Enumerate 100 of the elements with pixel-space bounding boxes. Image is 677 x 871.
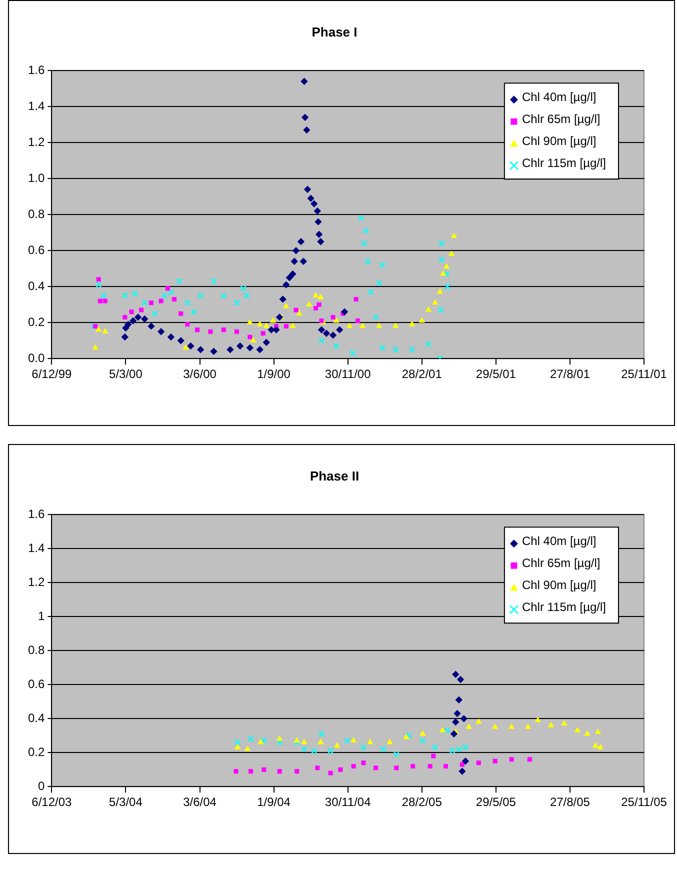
point <box>130 317 137 324</box>
chart-title: Phase I <box>312 24 358 40</box>
point <box>574 726 580 732</box>
point <box>534 716 541 722</box>
point <box>492 758 498 764</box>
point <box>460 715 468 722</box>
point <box>262 338 270 346</box>
point <box>282 281 290 288</box>
x-tick-label: 30/11/04 <box>324 795 372 810</box>
point <box>420 738 426 744</box>
point <box>301 114 309 121</box>
point <box>318 738 324 744</box>
point <box>182 344 189 350</box>
point <box>362 228 370 234</box>
point <box>141 315 148 323</box>
point <box>289 270 296 278</box>
point <box>294 739 300 746</box>
point <box>316 302 322 307</box>
point <box>322 330 330 337</box>
point <box>168 288 174 296</box>
point <box>301 738 308 744</box>
point <box>304 186 312 193</box>
point <box>456 746 462 752</box>
point <box>260 738 268 744</box>
point <box>561 720 568 726</box>
point <box>313 306 318 310</box>
y-tick-label: 1.4 <box>28 540 45 555</box>
point <box>344 738 350 744</box>
y-tick-label: 0.2 <box>28 314 45 329</box>
x-tick-label: 29/5/05 <box>476 795 516 810</box>
point <box>244 292 250 299</box>
point <box>158 298 164 304</box>
point <box>338 767 343 772</box>
point <box>157 328 165 336</box>
y-tick-label: 1 <box>38 608 45 623</box>
point <box>129 310 134 314</box>
point <box>95 326 102 332</box>
point <box>438 240 445 247</box>
point <box>584 730 590 736</box>
point <box>428 764 432 768</box>
point <box>418 317 425 323</box>
point <box>386 738 393 744</box>
point <box>452 718 460 726</box>
point <box>592 742 599 748</box>
point <box>318 730 325 738</box>
point <box>196 346 204 354</box>
point <box>244 746 251 751</box>
point <box>276 739 283 746</box>
point <box>476 718 482 724</box>
point <box>333 317 340 323</box>
point <box>134 314 142 321</box>
point <box>393 751 400 758</box>
point <box>329 332 337 339</box>
point <box>408 320 416 326</box>
point <box>449 748 456 754</box>
legend-label: Chlr 115m [µg/l] <box>522 156 606 170</box>
point <box>310 748 318 754</box>
point <box>425 341 432 348</box>
point <box>360 322 366 328</box>
point <box>315 230 323 238</box>
point <box>139 308 144 312</box>
point <box>361 760 366 766</box>
point <box>246 319 254 324</box>
point <box>307 194 314 202</box>
point <box>151 310 158 317</box>
legend-label: Chlr 65m [µg/l] <box>522 112 600 126</box>
point <box>184 300 191 306</box>
point <box>260 331 266 336</box>
y-tick-label: 0.6 <box>28 676 45 691</box>
y-tick-label: 1.2 <box>28 134 45 149</box>
point <box>380 746 386 752</box>
point <box>283 302 290 308</box>
x-tick-label: 27/8/05 <box>550 795 590 810</box>
legend-label: Chlr 65m [µg/l] <box>522 556 600 570</box>
point <box>366 738 374 744</box>
point <box>462 744 469 751</box>
y-tick-label: 0.0 <box>28 350 45 365</box>
point <box>276 314 284 321</box>
point <box>460 762 464 767</box>
point <box>226 346 234 354</box>
point <box>410 764 416 768</box>
point <box>96 277 101 282</box>
point <box>300 78 308 85</box>
point <box>466 724 472 729</box>
y-tick-label: 0.8 <box>28 206 45 221</box>
point <box>284 324 288 328</box>
point <box>406 732 412 739</box>
point <box>443 263 450 269</box>
point <box>270 317 276 323</box>
y-tick-label: 1.0 <box>28 170 45 185</box>
x-tick-label: 28/2/01 <box>402 367 442 382</box>
point <box>432 299 438 305</box>
point <box>509 757 514 762</box>
point <box>263 322 270 328</box>
y-tick-label: 0.2 <box>28 744 45 759</box>
point <box>132 290 138 297</box>
point <box>548 722 554 728</box>
point <box>314 207 321 215</box>
point <box>240 285 247 292</box>
point <box>444 727 451 734</box>
